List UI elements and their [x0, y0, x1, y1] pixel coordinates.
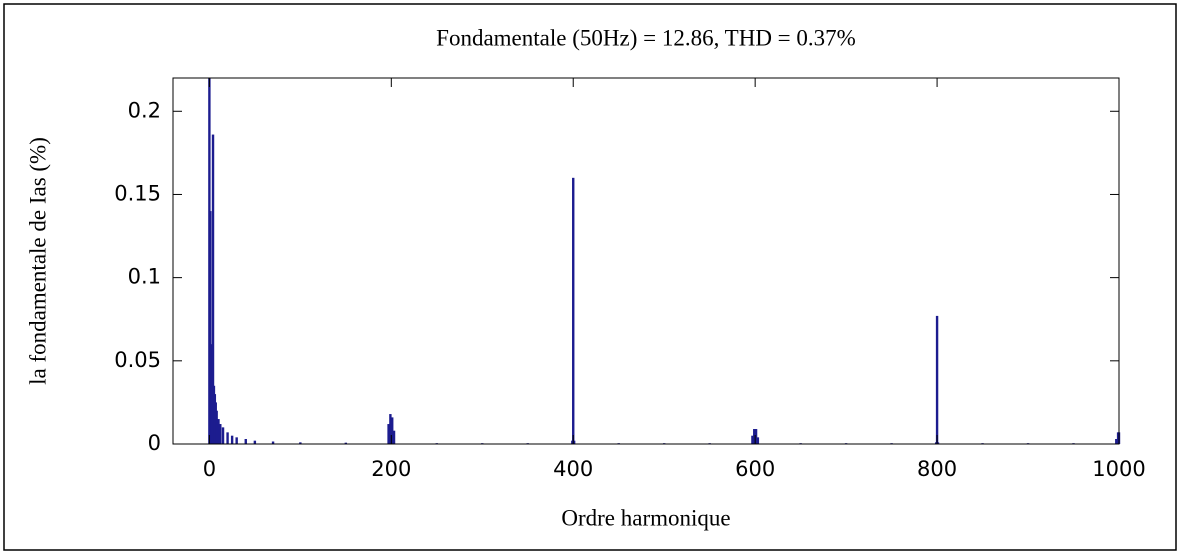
plot-box: [172, 77, 1120, 445]
x-tick-label: 600: [735, 457, 775, 481]
bar: [215, 410, 218, 444]
bar: [344, 442, 348, 444]
bar: [211, 134, 215, 444]
bar: [935, 315, 939, 444]
bar: [754, 429, 758, 444]
bar: [235, 437, 238, 444]
bar: [572, 440, 576, 444]
bar: [226, 432, 229, 444]
chart-title: Fondamentale (50Hz) = 12.86, THD = 0.37%: [436, 25, 856, 50]
y-tick-label: 0.2: [128, 98, 161, 122]
bar: [751, 435, 754, 444]
bar: [1115, 439, 1118, 444]
frame: [3, 3, 1177, 551]
bar: [392, 430, 396, 444]
bar: [753, 429, 756, 444]
x-tick-label: 800: [917, 457, 957, 481]
bar: [936, 442, 940, 444]
bar: [230, 435, 234, 444]
bar: [271, 441, 275, 444]
bar: [756, 437, 760, 444]
y-tick-label: 0.05: [114, 348, 161, 372]
bar: [389, 414, 392, 444]
bar: [209, 211, 212, 444]
bar: [253, 440, 257, 444]
x-axis-label: Ordre harmonique: [561, 505, 730, 530]
bar: [217, 419, 220, 444]
bar: [219, 424, 222, 444]
x-tick-label: 1000: [1092, 457, 1145, 481]
bar: [387, 424, 390, 444]
y-tick-label: 0: [148, 431, 161, 455]
y-tick-label: 0.1: [128, 265, 161, 289]
bar: [299, 442, 302, 444]
x-tick-label: 0: [203, 457, 216, 481]
bar: [221, 427, 225, 444]
y-axis-label: la fondamentale de Ias (%): [25, 137, 50, 385]
x-tick-label: 200: [371, 457, 411, 481]
x-tick-label: 400: [553, 457, 593, 481]
bar: [572, 177, 575, 444]
bar: [391, 417, 394, 444]
bar: [244, 439, 247, 444]
y-tick-label: 0.15: [114, 181, 161, 205]
